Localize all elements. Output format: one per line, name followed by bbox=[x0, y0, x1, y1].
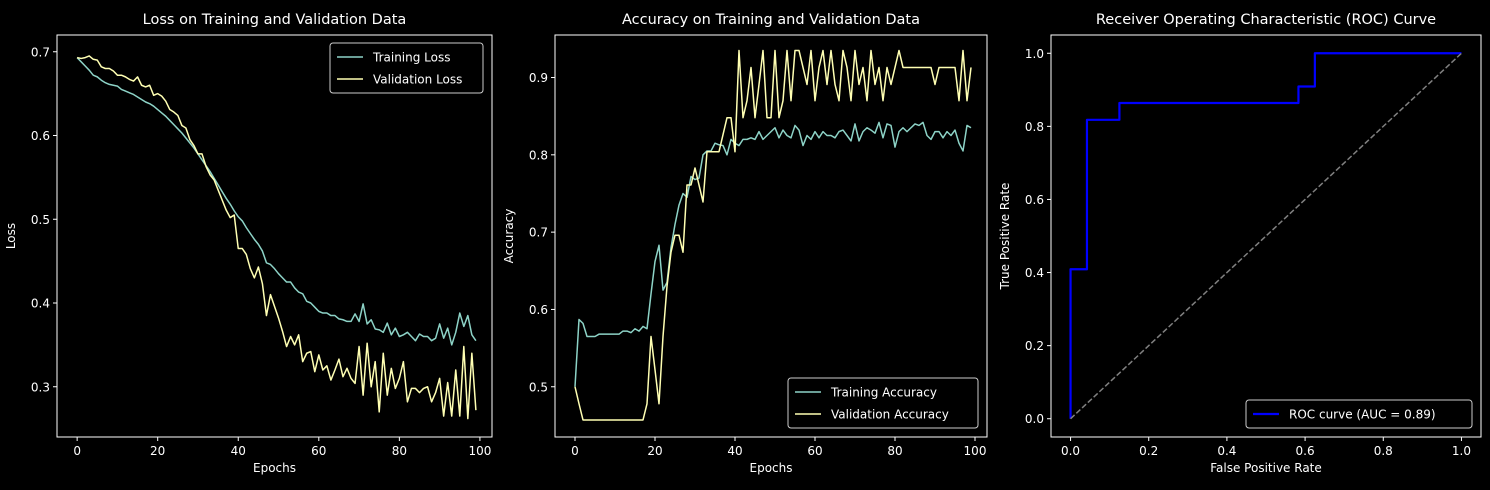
y-axis-label: Loss bbox=[4, 223, 18, 249]
legend-label: Training Accuracy bbox=[830, 386, 937, 400]
legend-label: Validation Loss bbox=[373, 73, 462, 87]
series-group bbox=[1069, 52, 1462, 420]
axes-frame bbox=[1050, 34, 1482, 438]
series-line-2 bbox=[76, 55, 477, 420]
y-tick-label: 1.0 bbox=[1025, 47, 1044, 61]
x-tick-label: 60 bbox=[807, 444, 822, 458]
chart-panel-1: Loss on Training and Validation Data 0 20 4… bbox=[4, 12, 493, 475]
chart-title: Accuracy on Training and Validation Data bbox=[622, 12, 920, 28]
y-tick-label: 0.6 bbox=[31, 129, 50, 143]
series-group bbox=[574, 49, 972, 421]
axes-frame bbox=[56, 34, 493, 438]
legend-box bbox=[329, 42, 484, 94]
y-tick-label: 0.7 bbox=[31, 45, 50, 59]
x-tick-label: 60 bbox=[311, 444, 326, 458]
x-tick-label: 100 bbox=[468, 444, 491, 458]
x-tick-label: 0 bbox=[571, 444, 579, 458]
x-tick-label: 0.4 bbox=[1217, 444, 1236, 458]
chart-panel-3: Receiver Operating Characteristic (ROC) … bbox=[998, 12, 1482, 475]
y-tick-label: 0.4 bbox=[1025, 266, 1044, 280]
y-tick-label: 0.4 bbox=[31, 297, 50, 311]
x-tick-label: 0.2 bbox=[1139, 444, 1158, 458]
x-axis-label: Epochs bbox=[750, 461, 793, 475]
y-tick-label: 0.8 bbox=[529, 148, 548, 162]
series-line-1 bbox=[76, 57, 477, 346]
x-tick-label: 0.8 bbox=[1374, 444, 1393, 458]
chart-title: Receiver Operating Characteristic (ROC) … bbox=[1096, 12, 1436, 28]
diagonal-reference-line bbox=[1070, 52, 1462, 420]
series-line-1 bbox=[574, 121, 972, 387]
legend-label: Validation Accuracy bbox=[831, 408, 949, 422]
series-group bbox=[76, 55, 477, 420]
series-line-2 bbox=[574, 49, 972, 421]
y-tick-label: 0.3 bbox=[31, 380, 50, 394]
legend: ROC curve (AUC = 0.89) bbox=[1245, 399, 1473, 429]
x-tick-label: 20 bbox=[150, 444, 165, 458]
y-tick-label: 0.5 bbox=[31, 213, 50, 227]
x-tick-label: 80 bbox=[887, 444, 902, 458]
x-tick-label: 20 bbox=[647, 444, 662, 458]
legend: Training Accuracy Validation Accuracy bbox=[787, 377, 979, 429]
x-tick-label: 0.0 bbox=[1061, 444, 1080, 458]
x-tick-label: 40 bbox=[231, 444, 246, 458]
legend-box bbox=[1245, 399, 1473, 429]
x-axis-label: Epochs bbox=[253, 461, 296, 475]
chart-panel-2: Accuracy on Training and Validation Data… bbox=[502, 12, 988, 475]
y-axis-label: True Positive Rate bbox=[998, 183, 1012, 291]
x-tick-label: 0 bbox=[73, 444, 81, 458]
x-tick-label: 0.6 bbox=[1296, 444, 1315, 458]
y-tick-label: 0.5 bbox=[529, 380, 548, 394]
legend-label: Training Loss bbox=[372, 51, 450, 65]
y-tick-label: 0.9 bbox=[529, 71, 548, 85]
y-tick-label: 0.0 bbox=[1025, 412, 1044, 426]
axes-frame bbox=[554, 34, 988, 438]
chart-title: Loss on Training and Validation Data bbox=[143, 12, 407, 28]
legend-label: ROC curve (AUC = 0.89) bbox=[1289, 408, 1436, 422]
y-tick-label: 0.2 bbox=[1025, 339, 1044, 353]
x-tick-label: 40 bbox=[727, 444, 742, 458]
x-tick-label: 100 bbox=[964, 444, 987, 458]
y-tick-label: 0.6 bbox=[1025, 193, 1044, 207]
y-tick-label: 0.6 bbox=[529, 303, 548, 317]
y-tick-label: 0.8 bbox=[1025, 120, 1044, 134]
x-tick-label: 80 bbox=[392, 444, 407, 458]
y-tick-label: 0.7 bbox=[529, 226, 548, 240]
y-axis-label: Accuracy bbox=[502, 209, 516, 264]
legend: Training Loss Validation Loss bbox=[329, 42, 484, 94]
x-axis-label: False Positive Rate bbox=[1210, 461, 1322, 475]
legend-box bbox=[787, 377, 979, 429]
x-tick-label: 1.0 bbox=[1452, 444, 1471, 458]
series-line-1 bbox=[1069, 52, 1462, 419]
